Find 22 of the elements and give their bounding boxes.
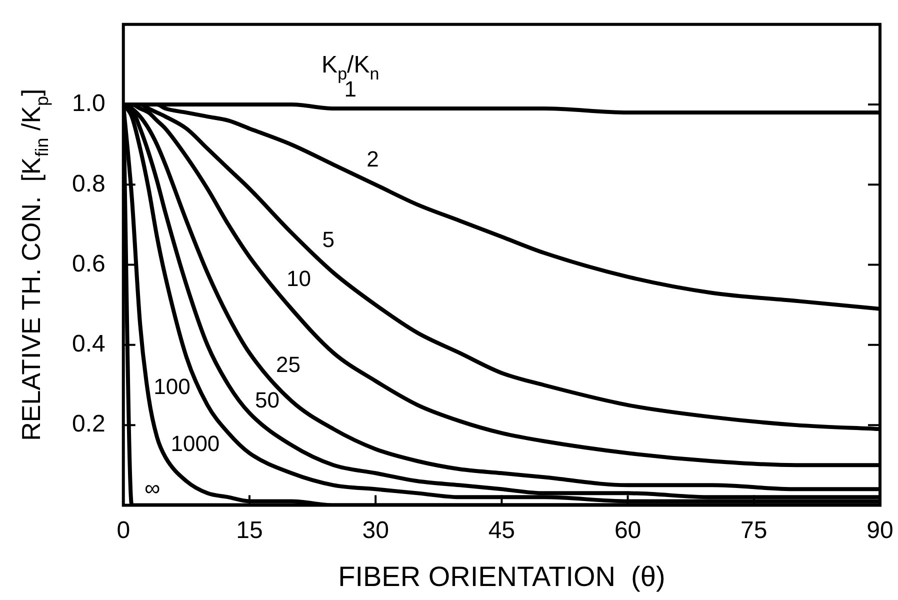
series-label: 1000 <box>170 431 220 456</box>
x-tick-label: 90 <box>866 517 894 544</box>
x-tick-label: 0 <box>116 517 130 544</box>
x-tick-label: 45 <box>488 517 516 544</box>
series-label: 50 <box>255 388 280 412</box>
series-label: 100 <box>154 374 190 399</box>
series-label: 2 <box>366 146 379 172</box>
y-axis-title: RELATIVE TH. CON. [Kfin /Kp] <box>16 88 52 441</box>
series-label: 25 <box>276 352 301 378</box>
y-tick-label: 0.2 <box>72 410 106 438</box>
y-tick-label: 0.8 <box>72 170 106 198</box>
x-tick-label: 60 <box>614 517 642 544</box>
y-tick-label: 0.6 <box>72 250 106 278</box>
x-tick-label: 15 <box>236 517 263 544</box>
series-label: ∞ <box>144 475 160 500</box>
y-tick-label: 1.0 <box>72 90 106 118</box>
series-label: 5 <box>322 226 334 252</box>
y-tick-label: 0.4 <box>72 330 106 358</box>
x-tick-label: 75 <box>740 517 768 544</box>
series-label: 10 <box>286 266 311 292</box>
x-tick-label: 30 <box>362 517 389 544</box>
x-axis-title: FIBER ORIENTATION (θ) <box>338 561 666 592</box>
